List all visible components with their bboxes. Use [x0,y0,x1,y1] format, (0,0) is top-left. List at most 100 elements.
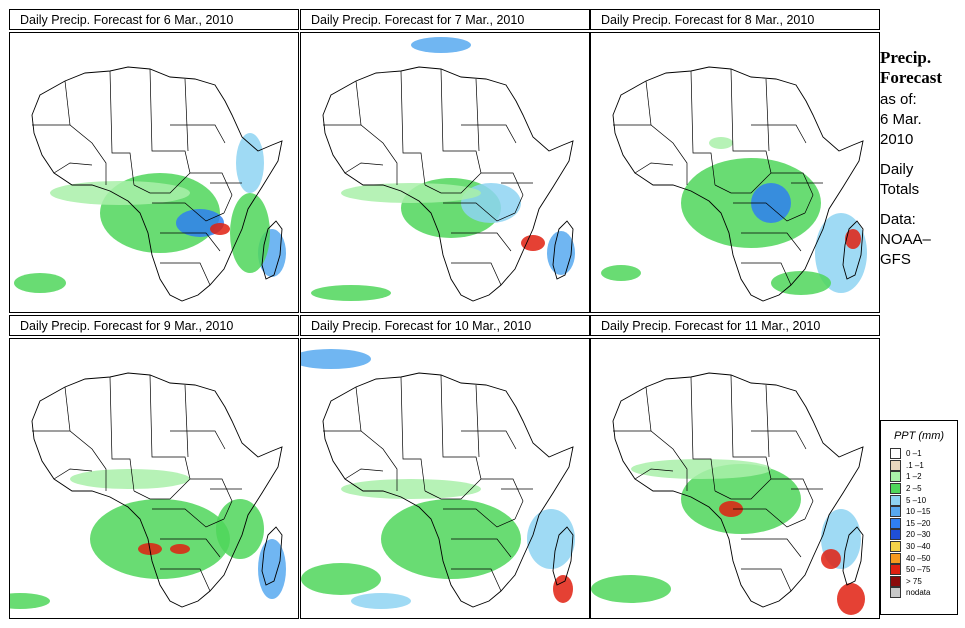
forecast-panel-3: Daily Precip. Forecast for 8 Mar., 2010 [590,9,880,313]
country-border [53,162,93,174]
panel-title: Daily Precip. Forecast for 10 Mar., 2010 [300,315,590,336]
country-border [170,430,226,450]
precip-area [719,501,743,517]
country-border [475,78,480,152]
country-border [64,80,71,126]
country-border [645,80,652,126]
sidebar-info: Precip. Forecast as of: 6 Mar. 2010 Dail… [880,48,960,270]
country-border [32,430,107,491]
precip-area [301,349,371,369]
legend-label: 2 –5 [906,484,922,494]
country-border [475,384,480,458]
country-border [613,124,688,185]
ppt-legend: PPT (mm) 0 –1.1 –1 1 –2 2 –5 5 –10 10 –15 15 … [880,420,958,615]
country-border [451,538,512,558]
country-border [461,124,517,144]
country-border [481,172,524,214]
country-border [64,386,71,432]
legend-item: nodata [890,587,957,599]
source-line-2: GFS [880,251,911,268]
legend-swatch [890,541,901,553]
panel-title: Daily Precip. Forecast for 6 Mar., 2010 [9,9,299,30]
legend-item: 30 –40 [890,541,957,553]
source-line-1: NOAA– [880,231,931,248]
country-border [613,430,688,491]
data-label: Data: [880,211,916,228]
legend-item: .1 –1 [890,459,957,472]
precip-area [845,229,861,249]
country-border [133,172,191,194]
country-border [160,568,211,592]
country-border [730,374,772,480]
country-border [323,430,398,491]
forecast-panel-4: Daily Precip. Forecast for 9 Mar., 2010 [9,315,299,619]
legend-swatch [890,506,901,518]
continent-outline [322,66,574,302]
legend-swatch [890,483,901,495]
precip-map [300,338,590,619]
precip-area [311,285,391,301]
legend-swatch [890,517,901,529]
country-border [149,68,191,174]
legend-swatch [890,575,901,587]
precip-area [631,459,771,479]
legend-item: 20 –30 [890,529,957,541]
madagascar-outline [261,220,283,280]
country-border [730,68,772,174]
madagascar-outline [842,526,864,586]
precip-area [341,183,481,203]
legend-item: > 75 [890,575,957,588]
country-border [771,172,814,214]
continent-outline [322,372,574,608]
country-border [170,124,226,144]
precip-area [837,583,865,615]
legend-label: 5 –10 [906,495,927,505]
country-border [751,430,807,450]
legend-item: 10 –15 [890,506,957,518]
precip-area [411,37,471,53]
country-border [634,468,674,480]
precip-area [301,563,381,595]
precip-area [210,223,230,235]
legend-label: 20 –30 [906,530,931,540]
country-border [461,430,517,450]
country-border [751,124,807,144]
legend-item: 0 –1 [890,448,957,460]
legend-label: nodata [906,588,931,598]
title-line-1: Precip. [880,48,932,67]
country-border [765,384,770,458]
country-border [400,376,426,492]
precip-area [258,539,286,599]
precip-area [341,479,481,499]
precip-area [70,469,190,489]
precip-map [590,338,880,619]
precip-area [751,183,791,223]
precip-area [216,499,264,559]
legend-swatch [890,564,901,576]
country-border [690,376,716,492]
precip-area [236,133,264,193]
country-border [160,232,221,252]
precip-area [14,273,66,293]
forecast-panel-2: Daily Precip. Forecast for 7 Mar., 2010 [300,9,590,313]
country-border [481,478,524,520]
continent-outline [612,66,864,302]
country-border [400,70,426,186]
country-border [741,232,802,252]
country-border [443,508,516,528]
legend-item: 5 –10 [890,494,957,506]
legend-swatch [890,552,901,564]
precip-area [821,549,841,569]
precip-map [300,32,590,313]
country-border [440,374,482,480]
country-border [733,202,806,222]
panel-title: Daily Precip. Forecast for 11 Mar., 2010 [590,315,880,336]
country-border [152,508,225,528]
legend-swatch [890,471,901,483]
legend-item: 2 –5 [890,483,957,495]
date-line-1: 6 Mar. [880,111,922,128]
title-line-2: Forecast [880,68,942,87]
precip-area [50,181,190,205]
legend-swatch [890,587,901,599]
asof-label: as of: [880,91,917,108]
